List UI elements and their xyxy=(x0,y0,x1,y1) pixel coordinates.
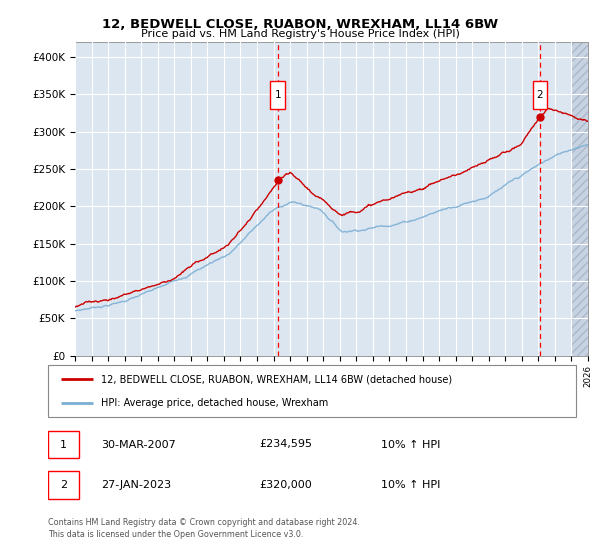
Text: 12, BEDWELL CLOSE, RUABON, WREXHAM, LL14 6BW: 12, BEDWELL CLOSE, RUABON, WREXHAM, LL14… xyxy=(102,18,498,31)
Text: 27-JAN-2023: 27-JAN-2023 xyxy=(101,480,171,491)
Text: 1: 1 xyxy=(274,90,281,100)
Text: 30-MAR-2007: 30-MAR-2007 xyxy=(101,440,176,450)
Text: 10% ↑ HPI: 10% ↑ HPI xyxy=(380,480,440,491)
FancyBboxPatch shape xyxy=(270,81,285,109)
Text: Price paid vs. HM Land Registry's House Price Index (HPI): Price paid vs. HM Land Registry's House … xyxy=(140,29,460,39)
Text: HPI: Average price, detached house, Wrexham: HPI: Average price, detached house, Wrex… xyxy=(101,398,328,408)
FancyBboxPatch shape xyxy=(48,472,79,499)
Text: £320,000: £320,000 xyxy=(259,480,312,491)
Text: 2: 2 xyxy=(536,90,544,100)
Text: Contains HM Land Registry data © Crown copyright and database right 2024.
This d: Contains HM Land Registry data © Crown c… xyxy=(48,518,360,539)
FancyBboxPatch shape xyxy=(533,81,547,109)
FancyBboxPatch shape xyxy=(48,365,576,417)
Text: £234,595: £234,595 xyxy=(259,440,312,450)
Text: 10% ↑ HPI: 10% ↑ HPI xyxy=(380,440,440,450)
Text: 12, BEDWELL CLOSE, RUABON, WREXHAM, LL14 6BW (detached house): 12, BEDWELL CLOSE, RUABON, WREXHAM, LL14… xyxy=(101,374,452,384)
FancyBboxPatch shape xyxy=(48,431,79,459)
Bar xyxy=(571,42,588,356)
Text: 2: 2 xyxy=(60,480,67,491)
Text: 1: 1 xyxy=(60,440,67,450)
